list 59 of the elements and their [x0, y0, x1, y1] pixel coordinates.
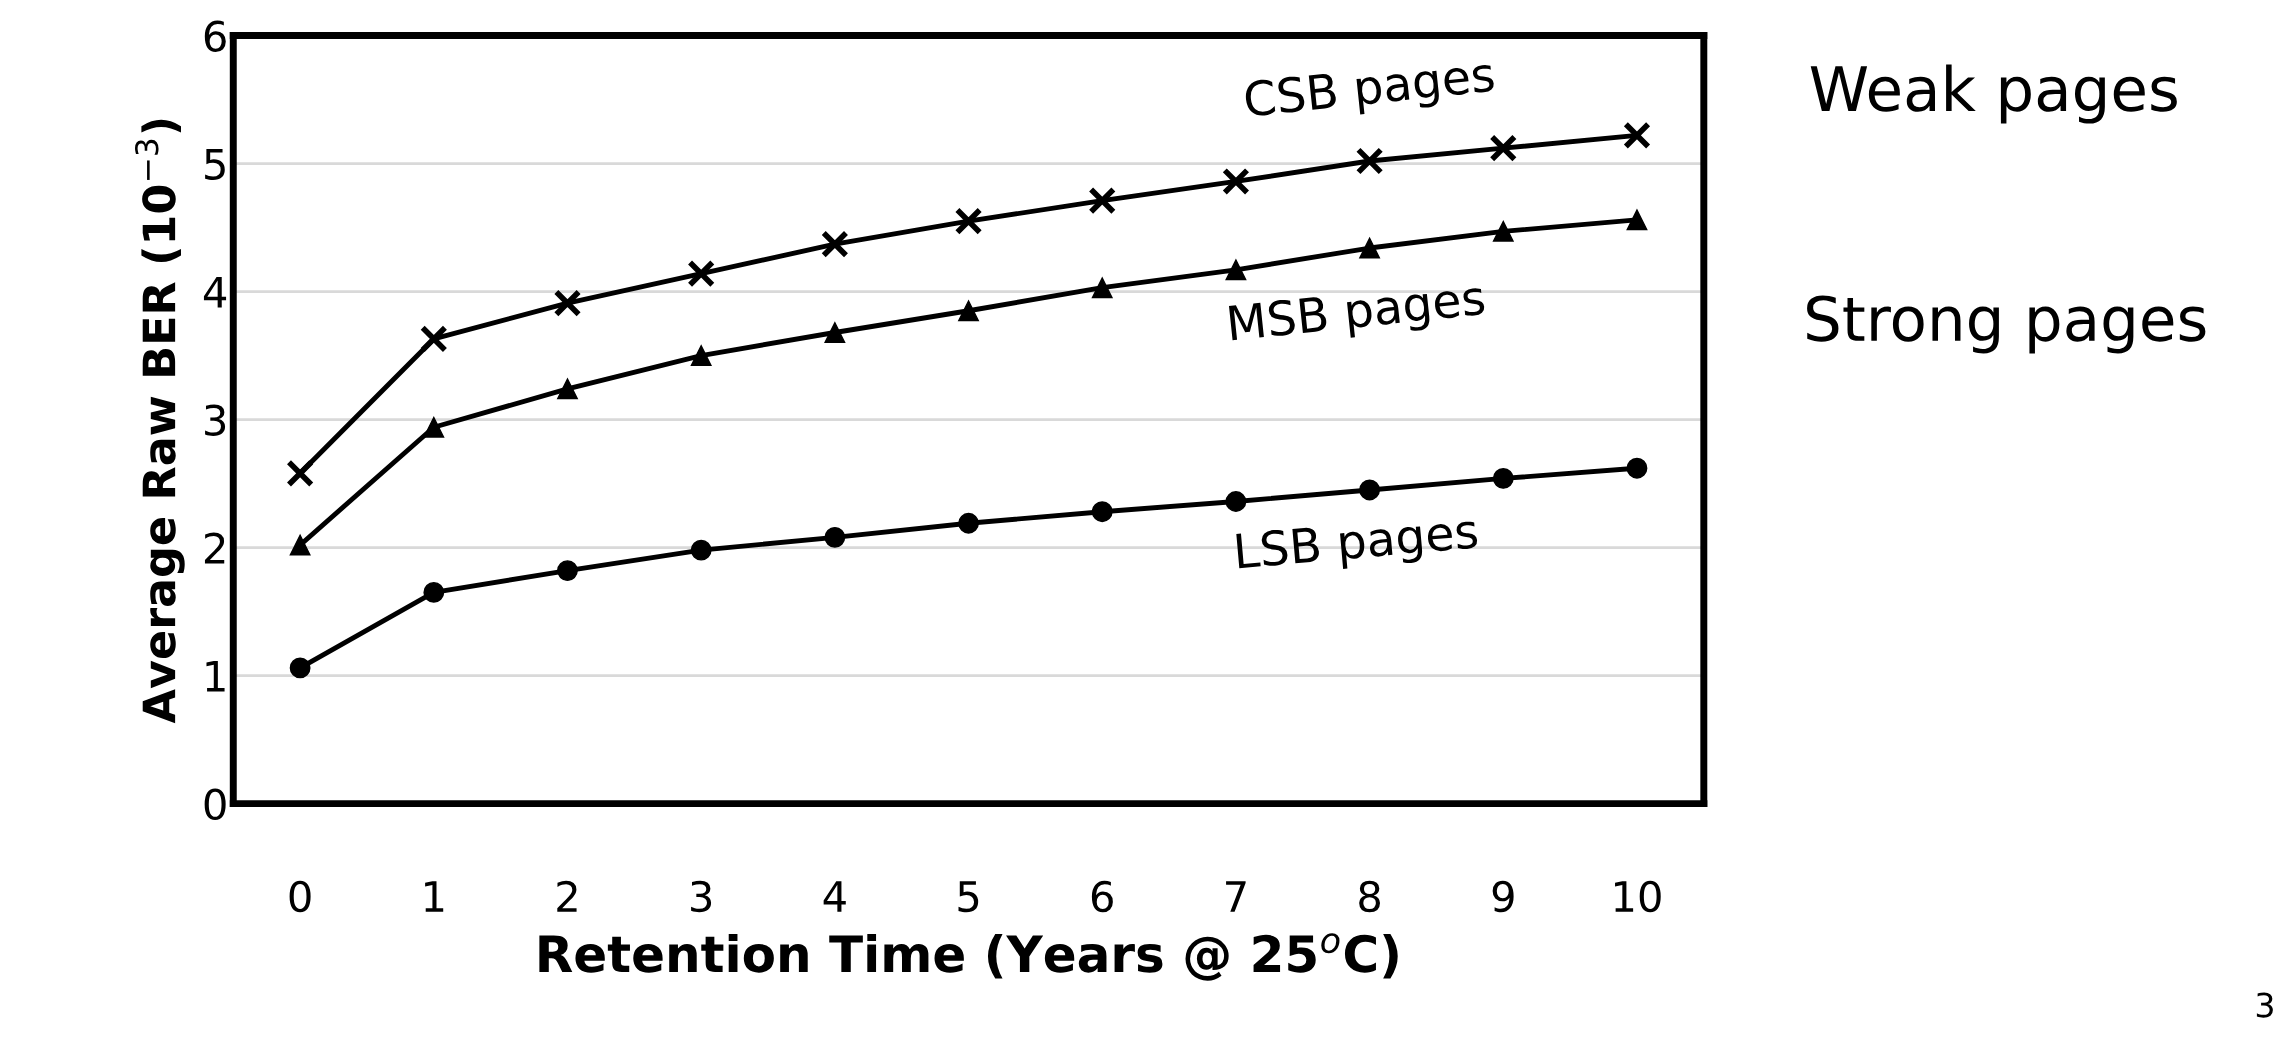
point — [423, 581, 445, 603]
x-tick-label: 1 — [425, 881, 444, 912]
point — [286, 459, 315, 488]
x-tick-label: 10 — [1615, 880, 1661, 913]
x-tick-label: 2 — [557, 880, 577, 912]
point — [1225, 259, 1247, 281]
point — [557, 378, 578, 400]
point — [958, 512, 979, 534]
point — [1088, 186, 1117, 215]
point — [419, 325, 448, 353]
x-tick-label: 3 — [691, 880, 712, 913]
point — [820, 230, 849, 259]
y-tick-label: 0 — [204, 788, 226, 821]
point — [1489, 134, 1518, 163]
point — [557, 560, 578, 582]
point — [423, 416, 445, 438]
y-tick-label: 4 — [203, 277, 227, 308]
point — [1222, 167, 1250, 196]
point — [289, 534, 311, 556]
point — [690, 345, 712, 366]
point — [1623, 121, 1651, 150]
y-tick-label: 6 — [204, 20, 226, 52]
point — [553, 289, 582, 317]
text: Strong pages — [1807, 295, 2206, 354]
point — [690, 539, 712, 561]
point — [954, 207, 983, 236]
point — [1492, 468, 1514, 489]
point — [1359, 237, 1381, 259]
y-tick-label: 3 — [205, 404, 226, 436]
text: CSB pages — [1244, 55, 1496, 127]
point — [1626, 209, 1648, 231]
point — [687, 259, 716, 288]
x-tick-label: 9 — [1492, 880, 1514, 913]
y-tick-label: 2 — [204, 532, 225, 564]
point — [1355, 147, 1384, 175]
point — [824, 322, 846, 343]
x-tick-label: 4 — [823, 881, 846, 912]
point — [958, 300, 979, 322]
y-tick-label: 1 — [206, 661, 225, 692]
point — [824, 526, 846, 548]
text: MSB pages — [1228, 278, 1486, 351]
x-axis-title: Retention Time (Years @ 25$^{o}$C) — [539, 933, 1398, 981]
text: 3 — [2256, 992, 2273, 1018]
point — [1091, 501, 1113, 523]
x-tick-label: 5 — [958, 881, 979, 913]
point — [1225, 491, 1247, 512]
y-axis-title: Average Raw BER (10$^{−3}$) — [135, 119, 185, 724]
point — [1626, 457, 1648, 479]
x-tick-label: 6 — [1091, 880, 1113, 913]
y-tick-label: 5 — [205, 148, 225, 180]
series-label: LSB pages — [1236, 512, 1479, 578]
point — [1492, 220, 1514, 242]
point — [289, 657, 311, 679]
point — [1359, 479, 1381, 501]
x-tick-label: 7 — [1226, 881, 1246, 912]
point — [1091, 277, 1113, 299]
x-tick-label: 8 — [1359, 880, 1380, 913]
x-tick-label: 0 — [289, 880, 311, 913]
text: Weak pages — [1810, 64, 2177, 124]
